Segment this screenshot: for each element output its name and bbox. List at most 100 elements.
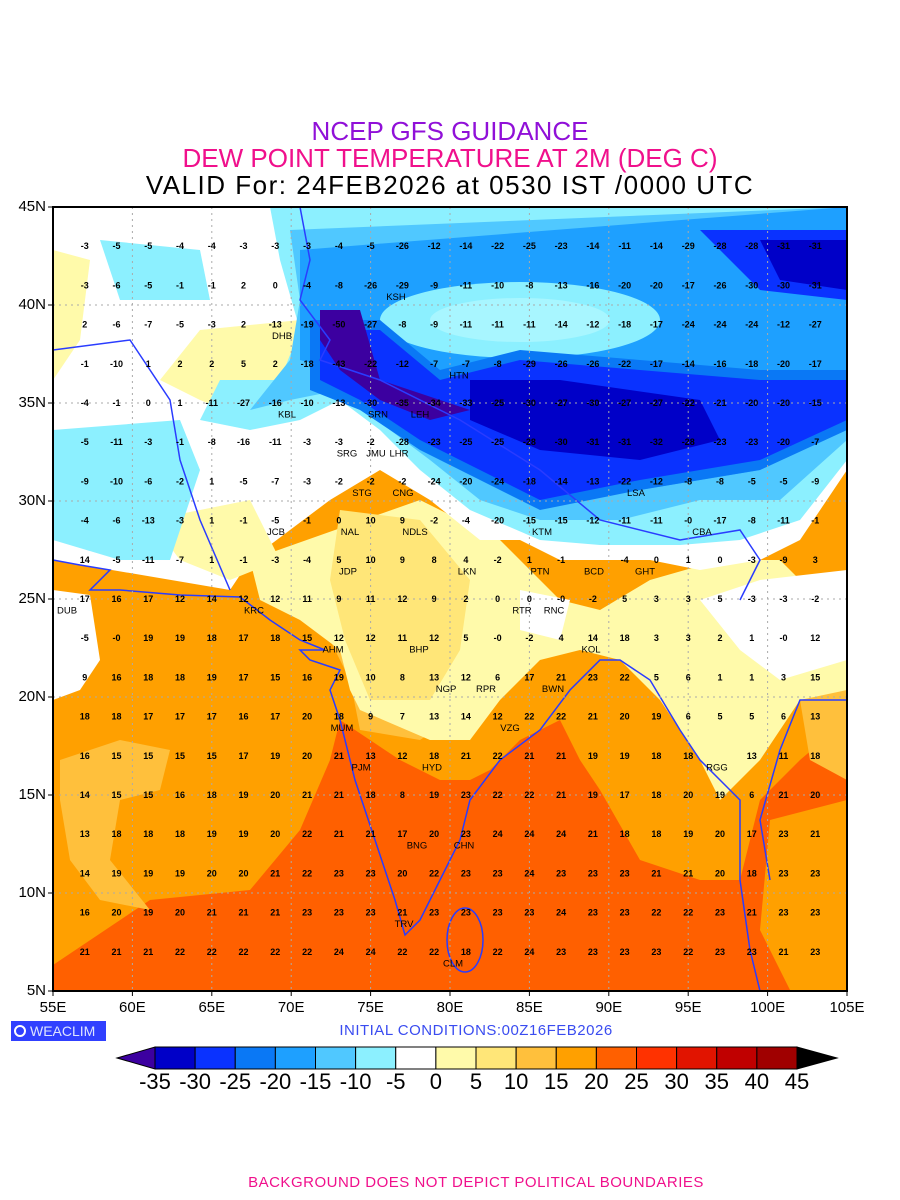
legend-label: -5	[385, 1069, 406, 1094]
lon-label: 75E	[357, 999, 384, 1016]
grid-value: -6	[113, 320, 121, 330]
grid-value: -7	[430, 359, 438, 369]
city-label: LSA	[627, 488, 646, 499]
grid-value: -25	[491, 398, 504, 408]
grid-value: -15	[809, 398, 822, 408]
grid-value: -22	[491, 241, 504, 251]
grid-value: -5	[144, 241, 152, 251]
grid-value: -8	[208, 437, 216, 447]
grid-value: 2	[717, 633, 722, 643]
grid-value: -1	[557, 555, 565, 565]
grid-value: -2	[398, 476, 406, 486]
grid-value: -20	[491, 516, 504, 526]
grid-value: 17	[80, 594, 90, 604]
grid-value: 6	[686, 672, 691, 682]
grid-value: 23	[588, 947, 598, 957]
grid-value: -3	[271, 555, 279, 565]
grid-value: -20	[777, 398, 790, 408]
grid-value: -11	[650, 516, 663, 526]
grid-value: 24	[334, 947, 344, 957]
grid-value: 23	[461, 908, 471, 918]
grid-value: -3	[208, 320, 216, 330]
city-label: RTR	[512, 606, 531, 617]
grid-value: 21	[302, 790, 312, 800]
grid-value: -11	[491, 320, 504, 330]
grid-value: -4	[208, 241, 216, 251]
grid-value: 3	[686, 594, 691, 604]
grid-value: 9	[400, 555, 405, 565]
grid-value: 12	[175, 594, 185, 604]
grid-value: -1	[240, 555, 248, 565]
grid-value: -50	[332, 320, 345, 330]
grid-value: -4	[303, 280, 311, 290]
grid-value: 21	[524, 751, 534, 761]
grid-value: -24	[428, 476, 441, 486]
grid-value: 1	[178, 398, 183, 408]
grid-value: 10	[366, 555, 376, 565]
legend-label: 30	[664, 1069, 689, 1094]
grid-value: 21	[747, 908, 757, 918]
grid-value: 12	[366, 633, 376, 643]
grid-value: 18	[80, 712, 90, 722]
grid-value: -3	[271, 241, 279, 251]
grid-value: -18	[523, 476, 536, 486]
grid-value: -12	[586, 320, 599, 330]
legend-swatch	[395, 1046, 437, 1070]
grid-value: 9	[432, 594, 437, 604]
grid-value: 1	[209, 516, 214, 526]
legend-label: 45	[784, 1069, 810, 1094]
grid-value: 22	[302, 947, 312, 957]
grid-value: 5	[717, 594, 722, 604]
grid-value: 0	[495, 594, 500, 604]
city-label: KOL	[581, 645, 600, 656]
grid-value: 1	[749, 633, 754, 643]
lon-label: 60E	[119, 999, 146, 1016]
grid-value: -18	[745, 359, 758, 369]
grid-value: 16	[80, 908, 90, 918]
grid-value: -27	[650, 398, 663, 408]
grid-value: 12	[334, 633, 344, 643]
grid-value: -20	[618, 280, 631, 290]
legend-above-arrow	[796, 1046, 839, 1070]
grid-value: -22	[618, 476, 631, 486]
grid-value: -9	[81, 476, 89, 486]
grid-value: 17	[239, 672, 249, 682]
grid-value: -0	[779, 633, 787, 643]
grid-value: 23	[524, 908, 534, 918]
grid-value: 19	[683, 829, 693, 839]
grid-value: 19	[651, 712, 661, 722]
grid-value: -27	[364, 320, 377, 330]
grid-value: 23	[366, 908, 376, 918]
grid-value: 9	[400, 516, 405, 526]
grid-value: 23	[810, 908, 820, 918]
grid-value: 22	[207, 947, 217, 957]
grid-value: 19	[270, 751, 280, 761]
grid-value: 13	[366, 751, 376, 761]
city-label: JCB	[267, 527, 285, 538]
city-label: DHB	[272, 331, 292, 342]
legend-swatch	[636, 1046, 678, 1070]
grid-value: 9	[368, 712, 373, 722]
legend-swatch	[716, 1046, 758, 1070]
lat-label: 15N	[18, 786, 46, 803]
grid-value: 12	[461, 672, 471, 682]
grid-value: -43	[332, 359, 345, 369]
grid-value: 1	[717, 672, 722, 682]
grid-value: -3	[748, 555, 756, 565]
grid-value: 21	[588, 829, 598, 839]
city-label: NGP	[436, 684, 457, 695]
grid-value: 24	[524, 947, 534, 957]
grid-value: 17	[270, 712, 280, 722]
grid-value: -24	[491, 476, 504, 486]
grid-value: -11	[618, 516, 631, 526]
grid-value: 0	[654, 555, 659, 565]
grid-value: 23	[620, 868, 630, 878]
grid-value: -15	[555, 516, 568, 526]
grid-value: 20	[270, 829, 280, 839]
grid-value: 14	[461, 712, 471, 722]
grid-value: -25	[523, 241, 536, 251]
lat-label: 45N	[18, 198, 46, 215]
city-label: RGG	[706, 762, 728, 773]
city-label: SRG	[337, 449, 358, 460]
